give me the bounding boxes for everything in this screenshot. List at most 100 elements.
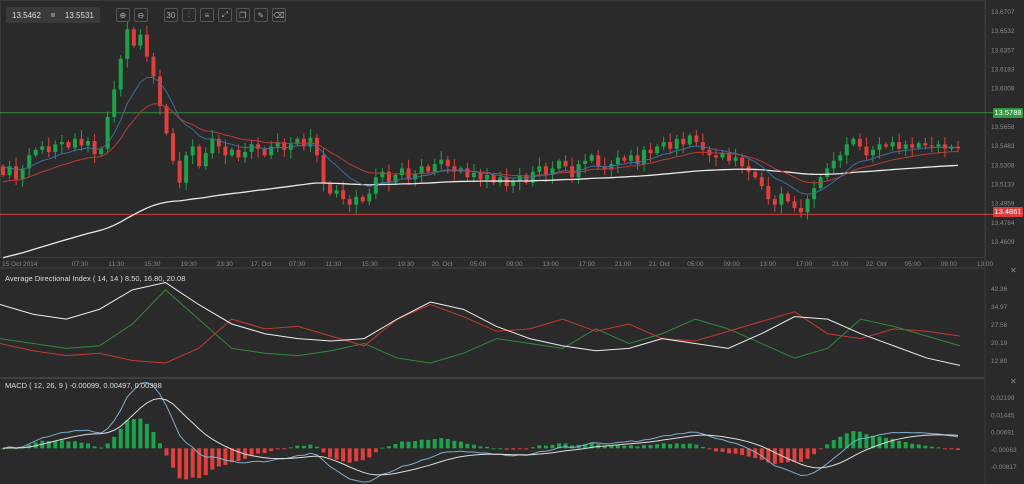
candle-down — [144, 34, 149, 57]
time-tick-label: 11:30 — [326, 261, 342, 268]
candle-down — [66, 142, 71, 148]
macd-histogram-bar — [570, 445, 575, 449]
candle-up — [99, 148, 104, 155]
candle-down — [79, 138, 84, 146]
macd-histogram-bar — [524, 448, 529, 450]
candle-down — [426, 166, 431, 172]
time-tick-label: 15 Oct 2014 — [2, 261, 38, 268]
candle-down — [753, 171, 758, 178]
candle-down — [884, 144, 889, 147]
candle-up — [184, 155, 189, 183]
draw-icon[interactable]: ✎ — [253, 8, 268, 22]
candle-down — [465, 168, 470, 178]
candle-down — [328, 182, 333, 194]
candle-down — [929, 145, 934, 147]
macd-histogram-bar — [426, 439, 431, 449]
time-tick-label: 15:30 — [361, 261, 378, 268]
macd-histogram-bar — [406, 441, 411, 449]
macd-histogram-bar — [465, 443, 470, 449]
macd-histogram-bar — [236, 448, 241, 462]
macd-histogram-bar — [687, 443, 692, 449]
fast-moving-average-line — [2, 76, 959, 195]
macd-histogram-bar — [700, 446, 705, 449]
macd-histogram-bar — [229, 448, 234, 463]
plus-di-line — [0, 289, 961, 364]
time-tick-label: 11:30 — [108, 261, 124, 268]
macd-histogram-bar — [380, 447, 385, 449]
macd-histogram-bar — [197, 448, 202, 479]
macd-histogram-bar — [602, 445, 607, 449]
adx-title: Average Directional Index ( 14, 14 ) 8.5… — [5, 274, 186, 283]
candle-up — [498, 177, 503, 183]
candle-down — [92, 141, 97, 155]
zoom-out-icon[interactable]: ⊖ — [133, 8, 148, 22]
price-tick-label: 13.6357 — [991, 47, 1015, 54]
candle-up — [33, 149, 38, 156]
candle-down — [792, 201, 797, 208]
candle-up — [642, 149, 647, 165]
candle-up — [583, 160, 588, 165]
candle-down — [223, 146, 228, 156]
indicators-icon[interactable]: ≡ — [199, 8, 214, 22]
macd-histogram-bar — [589, 442, 594, 449]
candle-down — [864, 146, 869, 156]
candle-down — [602, 166, 607, 170]
long-moving-average-line — [2, 164, 959, 259]
macd-histogram-bar — [445, 438, 450, 449]
candle-down — [347, 199, 352, 205]
time-tick-label: 19:30 — [398, 261, 415, 268]
close-macd-icon[interactable]: ✕ — [1010, 377, 1017, 386]
candle-up — [275, 142, 280, 147]
macd-histogram-bar — [210, 448, 215, 470]
candle-up — [916, 143, 921, 148]
adx-tick-label: 12.80 — [991, 358, 1008, 365]
macd-histogram-bar — [223, 448, 228, 465]
candle-up — [537, 166, 542, 172]
macd-histogram-bar — [86, 443, 91, 449]
macd-histogram-bar — [707, 448, 712, 450]
time-tick-label: 07:30 — [72, 261, 89, 268]
macd-histogram-bar — [812, 448, 817, 455]
templates-icon[interactable]: ❐ — [235, 8, 250, 22]
chart-type-icon[interactable]: ⫶ — [181, 8, 196, 22]
candle-up — [661, 142, 666, 147]
macd-histogram-bar — [314, 446, 319, 449]
candle-up — [308, 137, 313, 147]
macd-histogram-bar — [452, 440, 457, 449]
fullscreen-icon[interactable]: ⤢ — [217, 8, 232, 22]
macd-histogram-bar — [720, 448, 725, 452]
macd-histogram-bar — [668, 444, 673, 449]
candle-up — [243, 151, 248, 158]
macd-histogram-bar — [615, 445, 620, 449]
macd-histogram-bar — [746, 448, 751, 457]
candle-up — [615, 157, 620, 165]
candle-down — [171, 133, 176, 161]
candle-up — [373, 177, 378, 194]
timeframe-button[interactable]: 30 — [163, 8, 178, 22]
time-tick-label: 07:30 — [289, 261, 306, 268]
macd-histogram-bar — [419, 439, 424, 449]
candle-up — [628, 155, 633, 161]
candle-down — [668, 142, 673, 149]
candle-up — [138, 34, 143, 46]
price-tick-label: 13.5308 — [991, 162, 1015, 169]
candle-up — [877, 144, 882, 150]
close-adx-icon[interactable]: ✕ — [1010, 266, 1017, 275]
macd-histogram-bar — [275, 448, 280, 450]
candle-down — [14, 166, 19, 180]
macd-histogram-bar — [269, 448, 274, 452]
macd-histogram-bar — [766, 448, 771, 463]
clear-icon[interactable]: ⌫ — [271, 8, 286, 22]
macd-histogram-bar — [354, 448, 359, 462]
candle-down — [681, 138, 686, 145]
macd-histogram-bar — [936, 447, 941, 449]
macd-histogram-bar — [628, 445, 633, 449]
macd-histogram-bar — [99, 447, 104, 449]
macd-histogram-bar — [203, 448, 208, 476]
bid-price: 13.5462 — [12, 10, 41, 20]
candle-up — [229, 149, 234, 156]
zoom-in-icon[interactable]: ⊕ — [115, 8, 130, 22]
macd-histogram-bar — [785, 448, 790, 463]
macd-histogram-bar — [772, 448, 777, 465]
